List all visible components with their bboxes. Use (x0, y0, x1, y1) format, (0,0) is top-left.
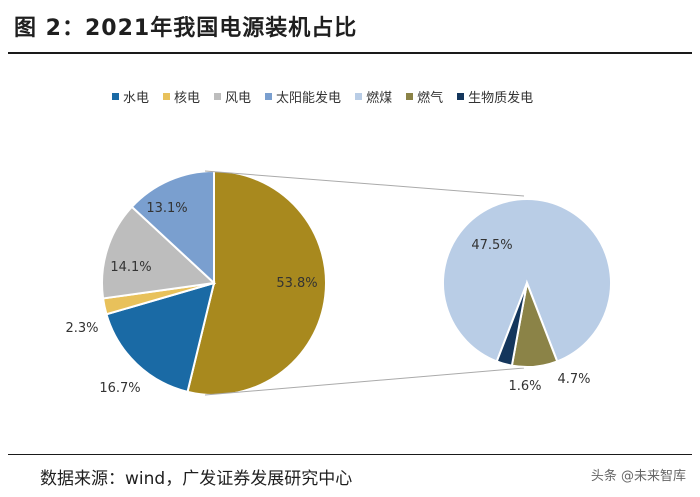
pie-slice (101, 205, 217, 300)
legend-item: 燃气 (406, 87, 443, 106)
legend-item: 太阳能发电 (265, 87, 341, 106)
legend-item: 风电 (214, 87, 251, 106)
legend-item: 核电 (163, 87, 200, 106)
title-divider (8, 52, 692, 54)
pie-data-label: 16.7% (99, 381, 140, 396)
legend-swatch (112, 92, 119, 100)
sub-pie-slice (442, 198, 612, 363)
connector-line (204, 367, 525, 396)
sub-pie-slice (495, 282, 528, 367)
legend-label: 核电 (174, 90, 201, 106)
legend-swatch (457, 92, 465, 100)
legend-label: 燃气 (417, 90, 444, 106)
legend-swatch (214, 92, 222, 100)
chart-legend: 水电 核电 风电 太阳能发电 燃煤 燃气 生物质发电 (112, 86, 547, 106)
watermark: 头条 @未来智库 (590, 469, 686, 484)
legend-item: 生物质发电 (457, 87, 533, 106)
pie-data-label: 53.8% (276, 276, 317, 291)
footer-divider (8, 454, 692, 455)
legend-label: 风电 (225, 90, 252, 106)
pie-data-label: 14.1% (110, 260, 151, 275)
sub-pie-data-label: 1.6% (508, 379, 541, 394)
legend-label: 太阳能发电 (276, 90, 342, 106)
source-note: 数据来源：wind，广发证券发展研究中心 (40, 469, 353, 489)
pie-slice (105, 281, 216, 394)
sub-pie-data-label: 4.7% (557, 372, 590, 387)
page-title: 图 2：2021年我国电源装机占比 (14, 16, 358, 41)
pie-data-label: 13.1% (146, 201, 187, 216)
legend-swatch (406, 92, 414, 100)
legend-item: 燃煤 (355, 87, 392, 106)
legend-label: 燃煤 (366, 90, 393, 106)
legend-swatch (355, 92, 363, 100)
legend-swatch (265, 92, 273, 100)
legend-label: 生物质发电 (468, 90, 534, 106)
pie-data-label: 2.3% (65, 321, 98, 336)
legend-label: 水电 (123, 90, 150, 106)
legend-item: 水电 (112, 87, 149, 106)
sub-pie-data-label: 47.5% (471, 238, 512, 253)
connector-line (204, 170, 525, 197)
legend-swatch (163, 92, 171, 100)
